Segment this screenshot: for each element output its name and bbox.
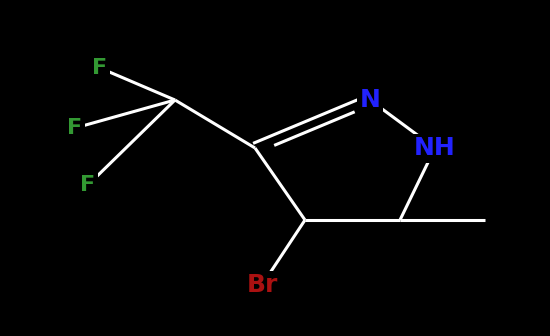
Text: F: F [92,58,108,78]
Text: N: N [360,88,381,112]
Text: F: F [68,118,82,138]
Text: Br: Br [246,273,278,297]
Text: F: F [80,175,96,195]
Text: NH: NH [414,136,456,160]
